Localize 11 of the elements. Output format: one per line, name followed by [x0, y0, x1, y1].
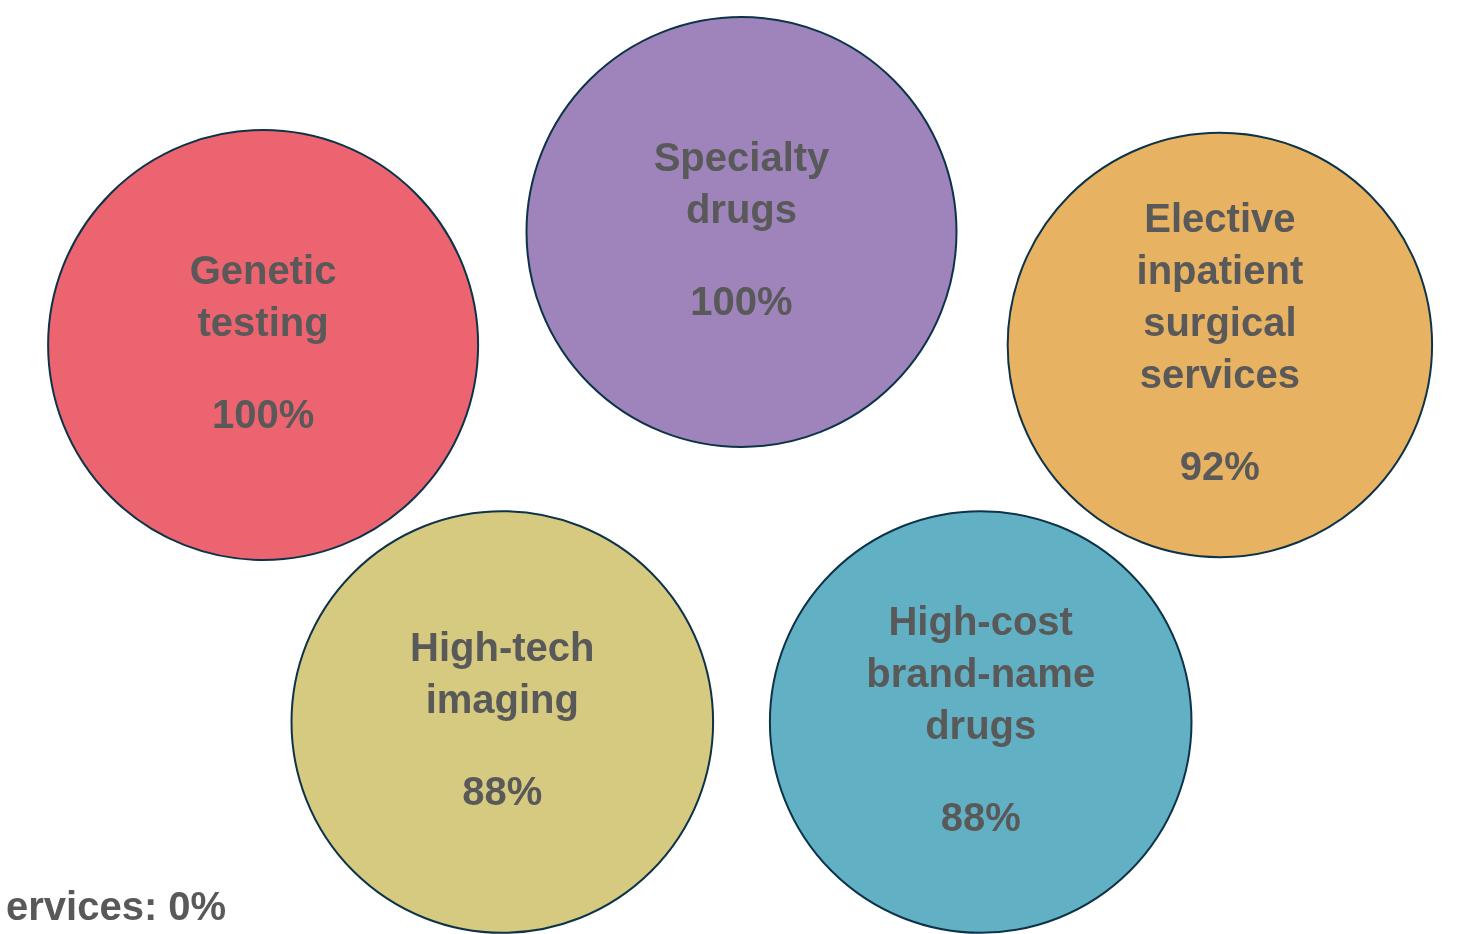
category-label: Genetic testing [189, 248, 337, 345]
data-label: 100% [690, 279, 793, 324]
text: ervices: 0% [6, 884, 227, 928]
category-label: High-tech imaging [410, 625, 595, 722]
data-label: 100% [211, 392, 315, 437]
data-label: 92% [1179, 444, 1260, 489]
category-label: High-cost brand-name drugs [866, 599, 1096, 748]
data-label: 88% [940, 795, 1021, 840]
data-label: 88% [462, 769, 543, 814]
category-label: Elective inpatient surgical services [1136, 196, 1304, 397]
category-label: Specialty drugs [653, 135, 831, 232]
